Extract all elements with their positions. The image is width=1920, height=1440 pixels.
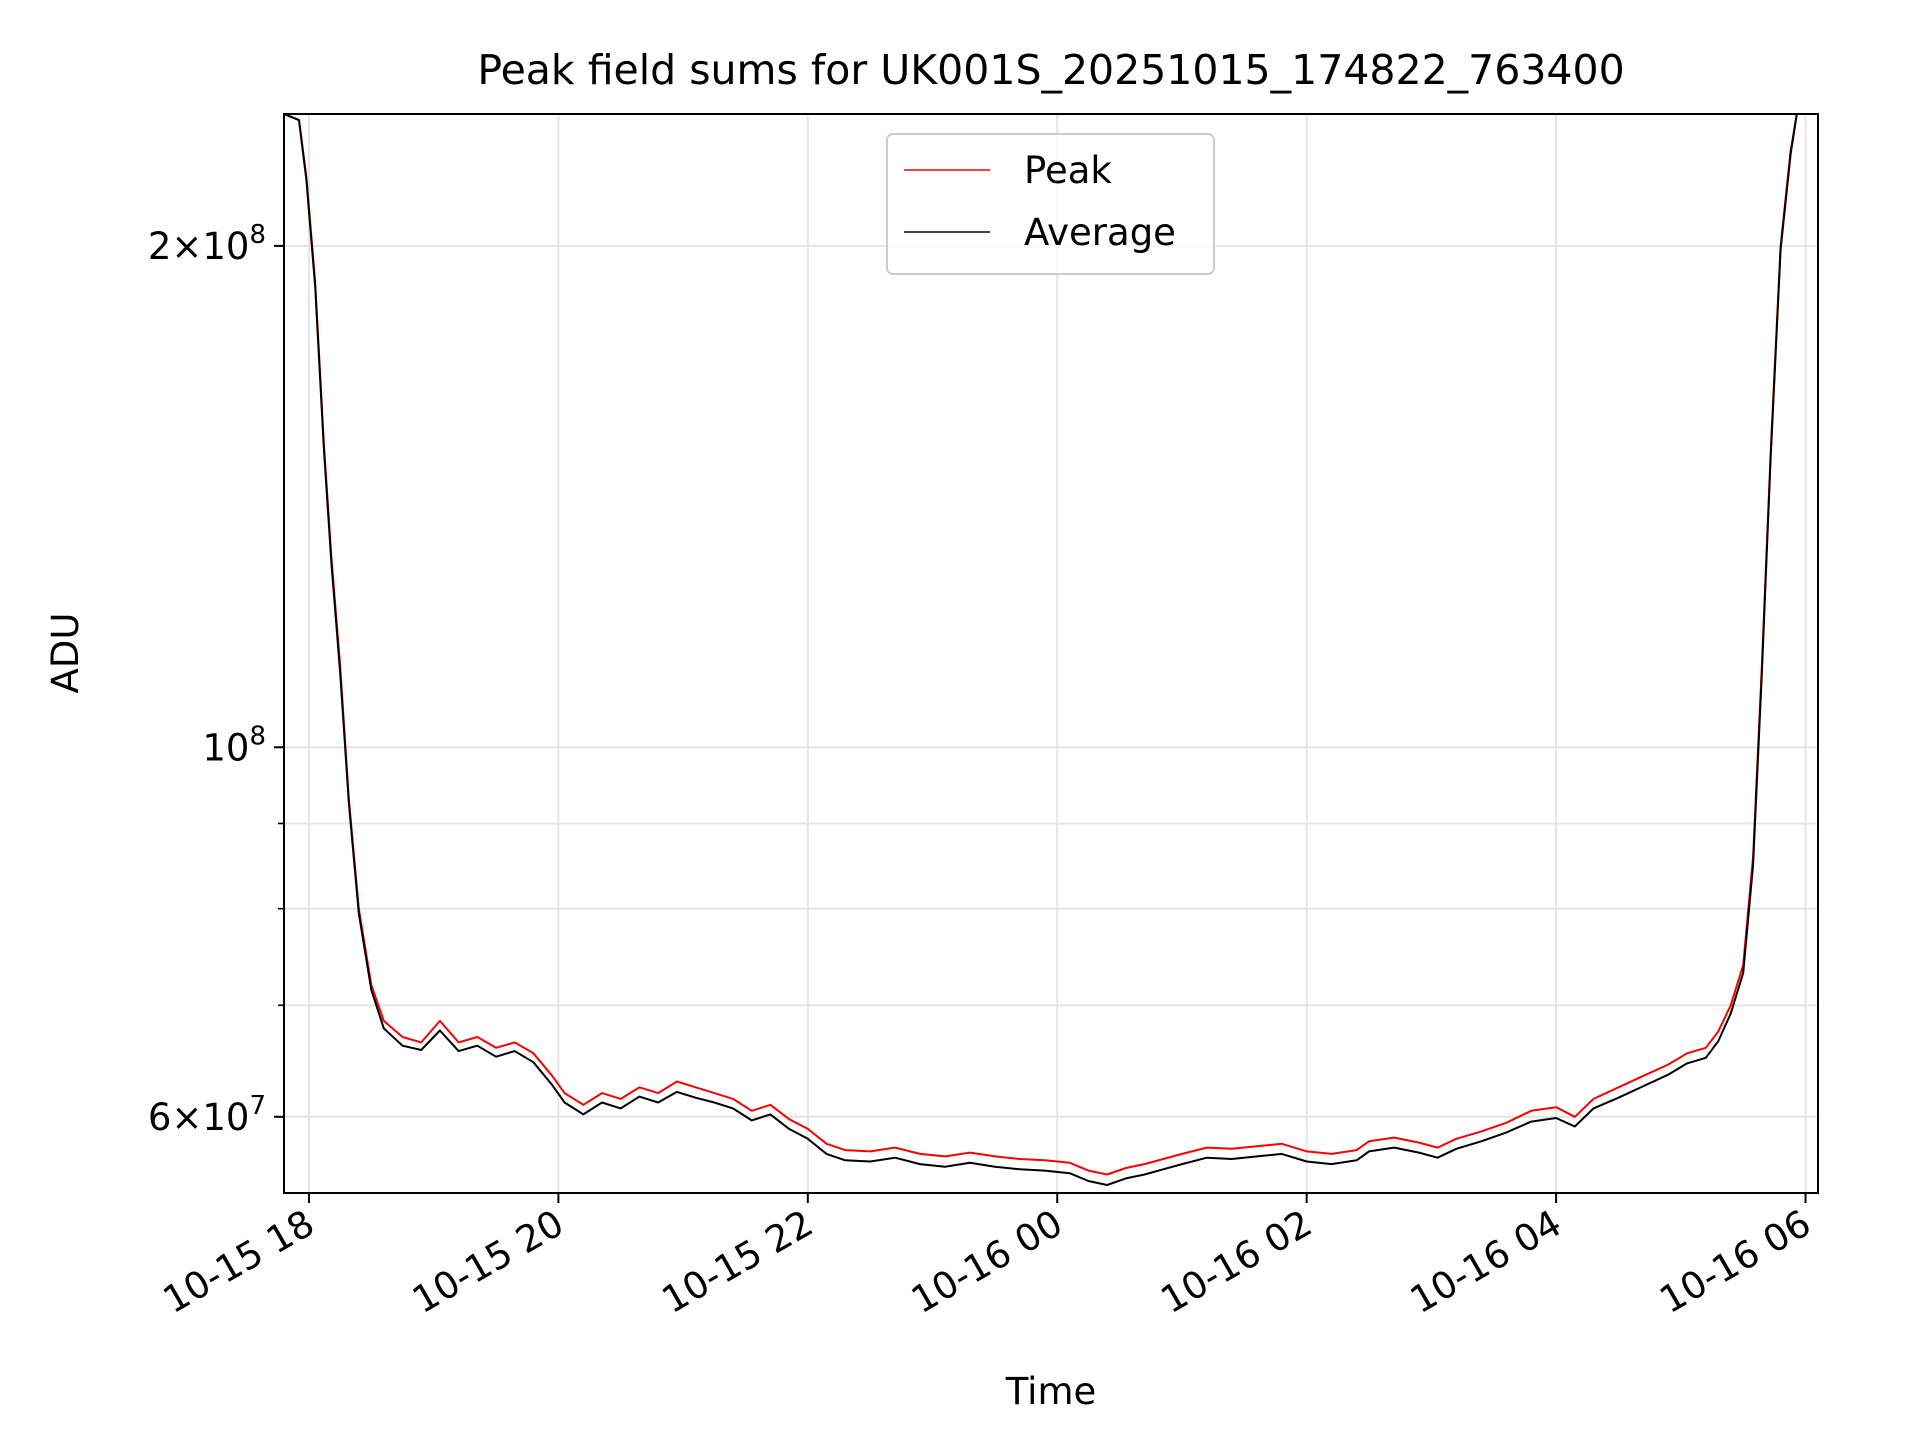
series-line-average bbox=[284, 114, 1798, 1186]
y-tick-label: 2×108 bbox=[148, 220, 266, 268]
chart-title: Peak field sums for UK001S_20251015_1748… bbox=[477, 46, 1624, 94]
legend-label-peak: Peak bbox=[1024, 149, 1112, 192]
legend-label-average: Average bbox=[1024, 211, 1176, 254]
series-line-peak bbox=[284, 114, 1798, 1176]
legend: Peak Average bbox=[886, 133, 1215, 275]
y-axis-ticks: 6×107 108 2×108 bbox=[148, 220, 284, 1139]
legend-frame bbox=[886, 133, 1215, 275]
y-tick-label: 108 bbox=[202, 721, 266, 769]
y-tick-label: 6×107 bbox=[148, 1091, 266, 1139]
plot-frame bbox=[283, 113, 1819, 1194]
x-axis-label: Time bbox=[1005, 1370, 1097, 1413]
y-axis-label: ADU bbox=[44, 613, 87, 694]
plot-lines bbox=[284, 114, 1798, 1186]
